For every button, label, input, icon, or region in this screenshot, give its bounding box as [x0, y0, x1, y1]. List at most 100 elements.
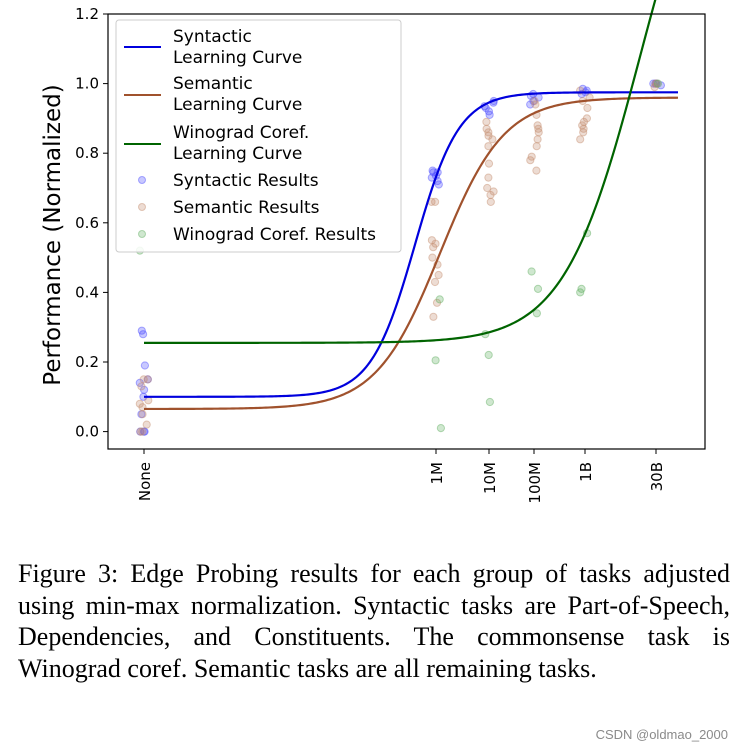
x-tick-label: 30B — [648, 462, 666, 491]
scatter-point — [484, 350, 493, 360]
scatter-point — [142, 420, 151, 429]
scatter-point — [140, 427, 149, 436]
scatter-point — [430, 277, 440, 287]
legend-syntactic-results-label: Syntactic Results — [173, 171, 319, 191]
legend-syntactic-results-marker — [138, 176, 146, 184]
x-tick-label: 1M — [428, 462, 446, 485]
scatter-point — [489, 187, 498, 196]
scatter-point — [650, 83, 659, 92]
legend-winograd-results-marker — [138, 230, 146, 238]
scatter-point — [139, 427, 148, 436]
scatter-point — [576, 135, 585, 144]
scatter-point — [484, 107, 493, 116]
scatter-point — [527, 152, 536, 161]
scatter-point — [649, 79, 658, 88]
scatter-point — [432, 298, 442, 307]
scatter-point — [488, 135, 497, 144]
scatter-point — [435, 295, 444, 304]
scatter-point — [136, 427, 145, 436]
legend-semantic-curve-label-1: Semantic — [173, 74, 253, 94]
scatter-point — [485, 110, 494, 120]
scatter-point — [532, 142, 541, 151]
plot-area — [135, 0, 679, 436]
scatter-point — [533, 284, 543, 293]
y-tick-label: 0.2 — [75, 353, 99, 371]
scatter-point — [526, 100, 535, 109]
legend-syntactic-curve-label-2: Learning Curve — [173, 48, 302, 68]
scatter-point — [138, 427, 147, 436]
legend-semantic-results-marker — [138, 203, 146, 211]
series-line — [144, 91, 678, 398]
scatter-point — [484, 159, 494, 168]
scatter-point — [484, 131, 493, 140]
x-tick-label: 100M — [526, 462, 544, 504]
scatter-point — [534, 128, 543, 137]
scatter-point — [434, 270, 443, 280]
scatter-point — [485, 397, 494, 407]
scatter-point — [651, 79, 660, 88]
legend-syntactic-curve-label-1: Syntactic — [173, 27, 252, 47]
scatter-point — [428, 253, 437, 262]
scatter-point — [137, 326, 146, 335]
scatter-point — [136, 427, 145, 436]
scatter-point — [140, 361, 149, 370]
series-line — [144, 96, 679, 411]
scatter-point — [534, 124, 543, 133]
y-tick-label: 1.2 — [75, 5, 99, 23]
scatter-point — [533, 121, 542, 130]
y-tick-label: 0.8 — [75, 144, 99, 162]
scatter-point — [486, 197, 495, 206]
scatter-point — [577, 284, 586, 293]
scatter-point — [139, 375, 148, 384]
scatter-point — [530, 96, 539, 106]
scatter-point — [652, 79, 661, 88]
axes-frame — [107, 13, 706, 450]
scatter-point — [531, 100, 540, 109]
scatter-point — [482, 117, 491, 127]
scatter-point — [583, 103, 592, 113]
legend-semantic-results-label: Semantic Results — [173, 198, 320, 218]
scatter-point — [434, 180, 443, 189]
legend: Syntactic Learning Curve Semantic Learni… — [115, 19, 402, 253]
scatter-point — [484, 142, 493, 151]
scatter-point — [532, 309, 542, 318]
scatter-point — [484, 173, 493, 182]
scatter-point — [653, 79, 663, 88]
y-tick-label: 1.0 — [75, 75, 99, 93]
scatter-point — [431, 356, 440, 365]
scatter-point — [436, 424, 445, 433]
scatter-point — [652, 79, 662, 88]
y-tick-label: 0.4 — [75, 283, 99, 301]
scatter-point — [137, 410, 146, 419]
legend-winograd-curve-label-1: Winograd Coref. — [173, 123, 309, 143]
scatter-point — [428, 166, 437, 175]
scatter-point — [579, 117, 589, 127]
scatter-point — [143, 375, 152, 384]
scatter-point — [137, 382, 146, 391]
scatter-point — [579, 124, 588, 133]
scatter-point — [579, 128, 588, 137]
legend-winograd-results-label: Winograd Coref. Results — [173, 225, 376, 245]
x-tick-label: None — [136, 462, 154, 501]
y-tick-label: 0.0 — [75, 423, 99, 441]
axes: 0.0 0.2 0.4 0.6 0.8 1.0 1.2 None 1M 10M 100M 1B 30B — [75, 5, 706, 504]
scatter-point — [527, 267, 536, 276]
scatter-point — [140, 385, 149, 394]
y-tick-label: 0.6 — [75, 214, 99, 232]
scatter-point — [656, 81, 666, 90]
scatter-point — [486, 190, 495, 200]
scatter-point — [526, 156, 535, 165]
legend-semantic-curve-label-2: Learning Curve — [173, 95, 302, 115]
scatter-point — [529, 96, 538, 106]
legend-winograd-curve-label-2: Learning Curve — [173, 144, 302, 164]
y-axis-label: Performance (Normalized) — [40, 84, 66, 385]
scatter-point — [533, 135, 542, 144]
scatter-point — [484, 128, 493, 137]
figure-caption: Figure 3: Edge Probing results for each … — [18, 559, 730, 683]
series-line — [144, 0, 657, 344]
scatter-point — [143, 375, 152, 384]
scatter-point — [576, 288, 585, 297]
legend-box — [115, 19, 402, 253]
scatter-point — [139, 330, 148, 339]
